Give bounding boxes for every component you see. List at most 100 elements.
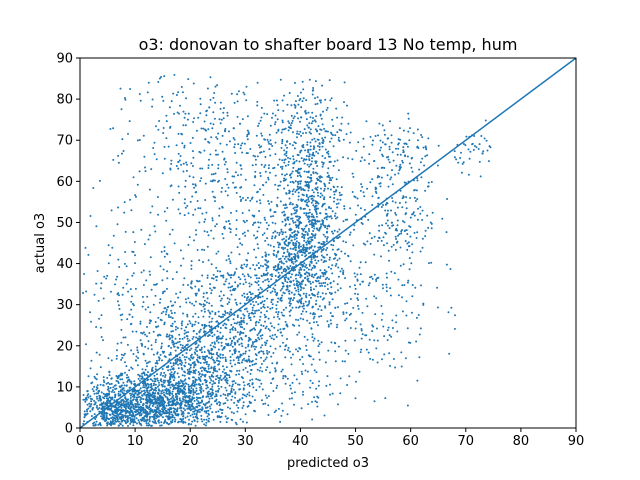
scatter-point: [99, 366, 102, 369]
scatter-point: [288, 228, 291, 231]
scatter-point: [170, 397, 173, 400]
scatter-point: [249, 372, 252, 375]
scatter-point: [202, 389, 205, 392]
scatter-point: [236, 321, 239, 324]
scatter-point: [325, 249, 328, 251]
scatter-point: [127, 424, 129, 427]
scatter-point: [161, 95, 164, 98]
scatter-point: [264, 316, 267, 319]
scatter-point: [337, 266, 340, 269]
scatter-point: [221, 134, 224, 137]
scatter-point: [318, 220, 321, 223]
scatter-point: [290, 213, 293, 216]
scatter-point: [266, 237, 269, 240]
scatter-point: [312, 191, 315, 194]
scatter-point: [242, 332, 245, 334]
scatter-point: [174, 386, 177, 389]
scatter-point: [314, 233, 317, 236]
scatter-point: [336, 116, 339, 119]
scatter-point: [370, 275, 373, 278]
scatter-point: [386, 174, 389, 177]
scatter-point: [203, 220, 206, 223]
scatter-point: [105, 394, 108, 397]
scatter-point: [196, 200, 199, 202]
scatter-point: [220, 118, 223, 121]
scatter-point: [280, 131, 283, 134]
scatter-point: [310, 163, 313, 166]
scatter-point: [274, 153, 277, 156]
scatter-point: [112, 405, 115, 407]
scatter-point: [282, 328, 285, 330]
scatter-point: [354, 275, 357, 278]
scatter-point: [110, 417, 113, 420]
scatter-point: [310, 179, 313, 182]
scatter-point: [214, 225, 217, 228]
scatter-point: [293, 238, 296, 241]
scatter-point: [383, 353, 386, 356]
scatter-point: [289, 142, 291, 145]
scatter-point: [102, 401, 105, 404]
scatter-point: [407, 117, 410, 120]
scatter-point: [212, 286, 215, 289]
scatter-point: [182, 411, 185, 413]
scatter-point: [173, 372, 176, 375]
scatter-point: [401, 206, 404, 209]
scatter-point: [325, 384, 328, 387]
scatter-point: [276, 300, 279, 303]
scatter-point: [155, 389, 157, 392]
scatter-point: [253, 184, 256, 187]
scatter-point: [337, 306, 339, 309]
scatter-point: [285, 154, 288, 157]
scatter-point: [221, 233, 224, 235]
scatter-point: [263, 166, 266, 168]
scatter-point: [202, 296, 205, 298]
scatter-point: [326, 320, 329, 323]
scatter-point: [254, 158, 257, 161]
scatter-point: [299, 358, 301, 361]
scatter-point: [389, 364, 391, 367]
scatter-point: [378, 224, 381, 227]
scatter-point: [182, 412, 185, 415]
scatter-point: [427, 185, 430, 188]
scatter-point: [143, 155, 146, 158]
scatter-point: [148, 417, 151, 419]
scatter-point: [342, 156, 345, 159]
scatter-point: [315, 115, 318, 118]
scatter-point: [336, 198, 339, 201]
scatter-point: [309, 280, 311, 283]
scatter-point: [227, 286, 230, 289]
scatter-point: [111, 389, 114, 392]
scatter-point: [275, 335, 278, 338]
scatter-point: [326, 253, 329, 256]
scatter-point: [274, 123, 276, 126]
scatter-point: [259, 315, 262, 318]
scatter-point: [217, 390, 220, 393]
scatter-point: [98, 407, 101, 409]
scatter-point: [132, 353, 135, 355]
scatter-point: [298, 215, 301, 218]
scatter-point: [152, 415, 155, 418]
scatter-point: [120, 420, 123, 423]
scatter-point: [302, 246, 305, 249]
scatter-point: [347, 352, 350, 355]
scatter-point: [165, 410, 168, 413]
scatter-point: [144, 368, 147, 371]
scatter-point: [314, 97, 316, 100]
scatter-point: [250, 283, 253, 286]
scatter-point: [321, 194, 324, 197]
scatter-point: [402, 220, 404, 223]
scatter-point: [238, 122, 241, 125]
scatter-point: [271, 116, 273, 119]
scatter-point: [297, 103, 300, 106]
scatter-point: [267, 253, 270, 256]
scatter-point: [319, 192, 322, 195]
scatter-point: [359, 273, 362, 276]
scatter-point: [181, 374, 184, 377]
scatter-point: [140, 424, 143, 427]
scatter-point: [197, 207, 200, 210]
scatter-point: [255, 309, 258, 312]
scatter-point: [395, 164, 398, 167]
scatter-point: [321, 292, 324, 295]
scatter-point: [300, 134, 303, 137]
scatter-point: [308, 158, 311, 161]
